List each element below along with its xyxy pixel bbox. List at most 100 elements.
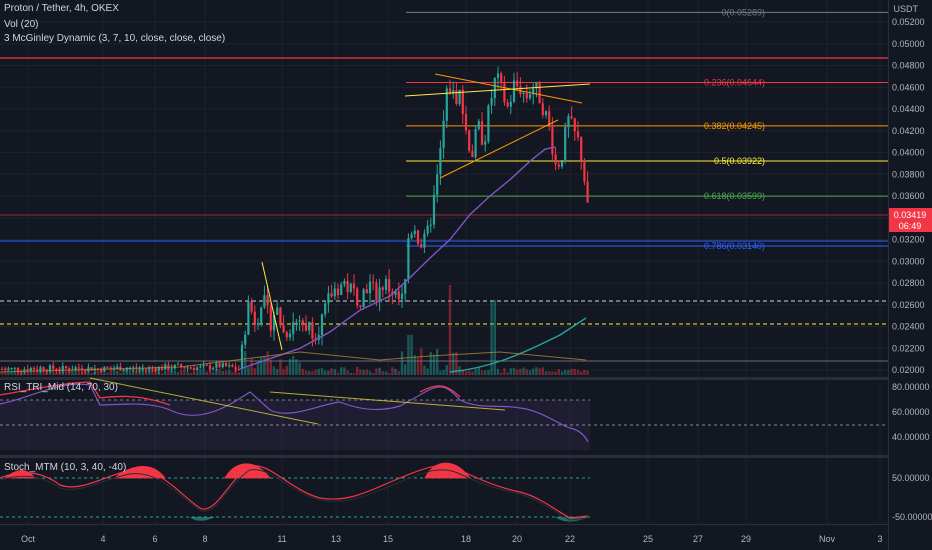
volume-bar [74, 367, 77, 375]
stoch-tick-minus50: -50.00000 [892, 512, 932, 522]
stoch-main-line [0, 469, 589, 521]
time-tick-label: 27 [693, 534, 703, 544]
rsi-trendline-2[interactable] [269, 391, 506, 411]
candle-body [199, 366, 202, 368]
volume-bar [295, 359, 298, 375]
volume-bar [29, 368, 32, 375]
volume-bar [423, 365, 426, 375]
volume-bar [362, 370, 365, 375]
candle-body [464, 114, 468, 131]
candle-body [506, 102, 509, 107]
candle-body [570, 116, 573, 119]
candle-body [330, 293, 333, 297]
candle-body [343, 281, 346, 285]
candle-body [304, 323, 308, 331]
volume-bar [205, 371, 208, 375]
candle-body [423, 233, 426, 248]
volume-bar [215, 368, 218, 375]
candle-body [160, 366, 164, 370]
stoch-legend[interactable]: Stoch_MTM (10, 3, 40, -40) [4, 462, 126, 473]
pane-separator-stoch[interactable] [0, 455, 888, 458]
volume-bar [452, 352, 455, 375]
volume-bar [13, 370, 16, 375]
candle-body [116, 366, 119, 369]
time-tick-label: 11 [277, 534, 286, 544]
stoch-title: Stoch_MTM (10, 3, 40, -40) [4, 462, 127, 473]
pane-separator-rsi[interactable] [0, 377, 888, 380]
rsi-tick-60: 60.00000 [892, 407, 930, 417]
volume-bar [583, 369, 586, 375]
trendline-pump[interactable] [261, 261, 283, 351]
candle-body [234, 366, 237, 369]
volume-bar [541, 367, 544, 375]
rsi-legend[interactable]: RSI_TRI_Mid (14, 70, 30) [4, 382, 118, 393]
volume-bar [548, 371, 551, 375]
price-tick-label: 0.04000 [892, 148, 925, 158]
mcginley-legend[interactable]: 3 McGinley Dynamic (3, 7, 10, close, clo… [4, 33, 225, 44]
candle-body [426, 225, 429, 234]
volume-bar [477, 367, 480, 375]
price-tick-label: 0.02800 [892, 278, 925, 288]
volume-bar [333, 369, 336, 375]
last-price-tag [889, 208, 932, 232]
candle-body [583, 160, 586, 182]
candle-body [586, 181, 589, 203]
candle-body [580, 137, 583, 161]
volume-bar [202, 367, 205, 375]
trendline-ascending[interactable] [439, 119, 559, 179]
candle-body [407, 237, 410, 280]
candle-body [288, 333, 292, 338]
volume-bar [503, 367, 506, 375]
volume-bar [365, 369, 368, 375]
volume-bar [189, 372, 192, 375]
volume-bar [532, 368, 535, 375]
time-tick-label: Oct [21, 534, 36, 544]
candle-body [528, 94, 532, 99]
volume-bar [516, 369, 519, 375]
candle-body [477, 121, 480, 130]
volume-bar [288, 358, 292, 375]
volume-bar [36, 371, 39, 375]
volume-bar [103, 372, 106, 375]
mcginley-dynamic-line[interactable] [239, 146, 556, 370]
fibonacci-retracement[interactable]: 0(0.05289) 0.236(0.04644) 0.382(0.04245) 0.… [406, 7, 888, 251]
candle-body [125, 368, 128, 371]
candle-body [400, 293, 404, 300]
volume-bar [349, 372, 352, 375]
candle-body [493, 78, 496, 99]
candle-body [548, 111, 551, 126]
volume-bar [116, 370, 119, 375]
trendline-descending[interactable] [434, 73, 583, 104]
price-axis[interactable]: 0.05200 0.05000 0.04800 0.04600 0.04400 0.042… [892, 17, 925, 375]
candle-body [394, 291, 397, 295]
candle-body [448, 88, 452, 94]
volume-bar [128, 367, 132, 375]
volume-bar [96, 370, 100, 375]
candle-body [13, 367, 16, 369]
symbol-legend[interactable]: Proton / Tether, 4h, OKEX [4, 3, 119, 14]
candlesticks[interactable] [0, 66, 589, 376]
volume-bar [340, 367, 343, 375]
volume-bar [352, 372, 356, 375]
candle-body [39, 367, 42, 370]
price-tick-label: 0.04800 [892, 61, 925, 71]
candle-body [522, 93, 525, 95]
time-tick-label: 18 [461, 534, 471, 544]
volume-bar [100, 371, 103, 375]
time-axis[interactable]: Oct 4 6 8 11 13 15 18 20 22 25 27 29 Nov 3 [21, 534, 883, 544]
rsi-tick-40: 40.00000 [892, 432, 930, 442]
volume-bar [567, 370, 570, 375]
volume-legend[interactable]: Vol (20) [4, 19, 38, 30]
trendline-top[interactable] [404, 83, 591, 97]
volume-bar [528, 370, 532, 375]
volume-bar [52, 370, 55, 375]
candle-body [109, 367, 112, 369]
candle-body [244, 334, 247, 345]
candle-body [554, 154, 557, 165]
stoch-signal-line[interactable] [0, 465, 589, 519]
volume-bar [196, 371, 199, 375]
rsi-trendline-1[interactable] [89, 377, 319, 425]
volume-bar [384, 371, 388, 375]
rsi-line[interactable] [0, 383, 589, 443]
